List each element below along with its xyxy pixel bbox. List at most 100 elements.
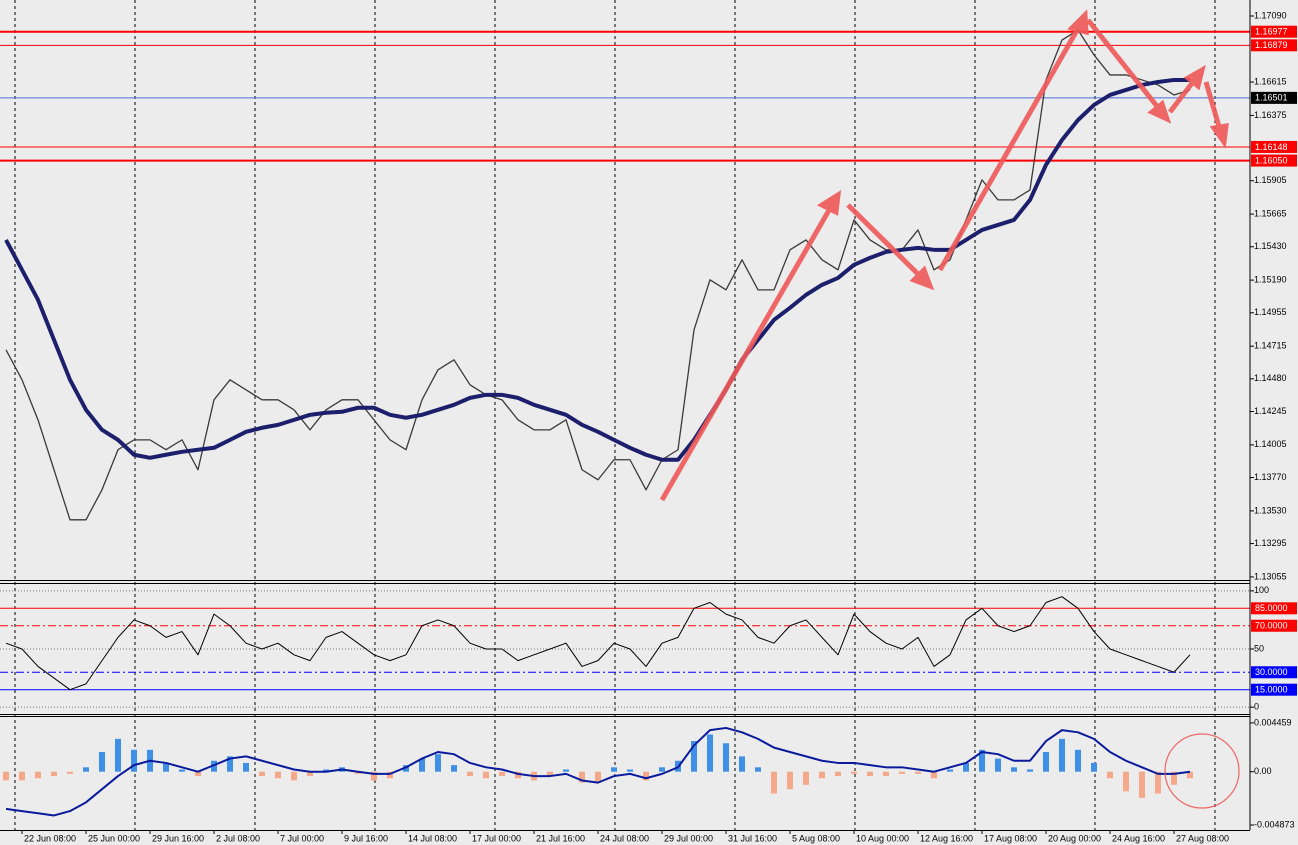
histogram-bar bbox=[51, 771, 57, 777]
histogram-bar bbox=[627, 769, 633, 772]
histogram-bar bbox=[211, 760, 217, 772]
y-tick-label: -0.004873 bbox=[1254, 819, 1295, 829]
histogram-bar bbox=[931, 771, 937, 779]
line-series bbox=[5, 29, 1191, 521]
histogram-bar bbox=[819, 771, 825, 779]
y-tick-label: 1.17090 bbox=[1254, 10, 1287, 20]
histogram-bar bbox=[723, 743, 729, 772]
y-tick-label: 1.15430 bbox=[1254, 241, 1287, 251]
x-tick-label: 27 Aug 08:00 bbox=[1176, 833, 1229, 843]
y-tick-label: 1.13770 bbox=[1254, 472, 1287, 482]
y-tick-label: 1.13295 bbox=[1254, 538, 1287, 548]
histogram-bar bbox=[355, 771, 361, 774]
time-grid bbox=[14, 0, 1216, 830]
level-label: 1.16879 bbox=[1255, 40, 1288, 50]
arrow-head bbox=[1209, 122, 1229, 149]
histogram-bar bbox=[1155, 771, 1161, 794]
histogram-bar bbox=[803, 771, 809, 785]
level-label-bg bbox=[1251, 619, 1297, 632]
histogram-bar bbox=[1187, 771, 1193, 779]
y-tick-label: 0.004459 bbox=[1254, 717, 1292, 727]
x-tick-label: 22 Jun 08:00 bbox=[24, 833, 76, 843]
arrow-head bbox=[1183, 64, 1206, 91]
arrow-head bbox=[816, 190, 842, 216]
histogram-bar bbox=[867, 771, 873, 777]
level-label-bg bbox=[1251, 666, 1297, 679]
x-tick-label: 29 Jun 16:00 bbox=[152, 833, 204, 843]
x-tick-label: 7 Jul 00:00 bbox=[280, 833, 324, 843]
histogram-bar bbox=[547, 771, 553, 777]
x-tick-label: 24 Aug 16:00 bbox=[1112, 833, 1165, 843]
histogram-bar bbox=[323, 769, 329, 772]
histogram-bar bbox=[707, 734, 713, 772]
histogram-bar bbox=[275, 771, 281, 779]
y-tick-label: 1.14955 bbox=[1254, 307, 1287, 317]
histogram-bar bbox=[579, 771, 585, 783]
histogram-bar bbox=[435, 754, 441, 772]
highlight-circle bbox=[1164, 733, 1240, 809]
line-series bbox=[5, 726, 1191, 817]
histogram-bar bbox=[643, 771, 649, 781]
level-label-bg bbox=[1251, 602, 1297, 615]
histogram-bar bbox=[899, 771, 905, 774]
arrow-head bbox=[909, 265, 935, 291]
annotations bbox=[659, 9, 1240, 809]
line-series bbox=[4, 77, 1190, 462]
histogram-bar bbox=[67, 771, 73, 774]
line-series bbox=[5, 596, 1191, 691]
x-tick-label: 5 Aug 08:00 bbox=[792, 833, 840, 843]
level-label: 70.0000 bbox=[1255, 621, 1288, 631]
level-label: 1.16148 bbox=[1255, 142, 1288, 152]
arrow bbox=[937, 23, 1083, 272]
histogram-bar bbox=[515, 771, 521, 779]
level-label: 1.16050 bbox=[1255, 155, 1288, 165]
histogram-bar bbox=[595, 771, 601, 783]
histogram-bar bbox=[371, 771, 377, 781]
y-tick-label: 1.16615 bbox=[1254, 76, 1287, 86]
y-tick-label: 1.15665 bbox=[1254, 208, 1287, 218]
x-tick-label: 24 Jul 08:00 bbox=[600, 833, 649, 843]
y-tick-label: 1.15905 bbox=[1254, 175, 1287, 185]
arrow bbox=[1086, 18, 1162, 112]
histogram-bar bbox=[451, 765, 457, 772]
y-tick-label: 100 bbox=[1254, 585, 1269, 595]
x-tick-label: 14 Jul 08:00 bbox=[408, 833, 457, 843]
histogram-bar bbox=[227, 756, 233, 772]
level-label-bg bbox=[1251, 683, 1297, 696]
histogram-bar bbox=[179, 769, 185, 772]
x-tick-label: 10 Aug 00:00 bbox=[856, 833, 909, 843]
histogram-bar bbox=[851, 771, 857, 774]
histogram-bar bbox=[1059, 738, 1065, 772]
y-tick-label: 1.14480 bbox=[1254, 373, 1287, 383]
arrow bbox=[1203, 81, 1223, 131]
histogram-bar bbox=[739, 756, 745, 772]
y-tick-label: 0 bbox=[1254, 702, 1259, 712]
histogram-bar bbox=[83, 767, 89, 772]
histogram-bar bbox=[1027, 769, 1033, 772]
histogram-bar bbox=[195, 771, 201, 777]
histogram-bar bbox=[1139, 771, 1145, 798]
frames bbox=[0, 0, 1251, 831]
histogram-bar bbox=[963, 762, 969, 772]
histogram-bar bbox=[979, 749, 985, 772]
histogram-bar bbox=[563, 769, 569, 772]
x-tick-label: 12 Aug 16:00 bbox=[920, 833, 973, 843]
arrow bbox=[846, 203, 924, 280]
level-label-bg bbox=[1251, 25, 1297, 38]
histogram-bar bbox=[115, 738, 121, 772]
histogram-bar bbox=[419, 758, 425, 772]
x-tick-label: 25 Jun 00:00 bbox=[88, 833, 140, 843]
y-tick-label: 1.13055 bbox=[1254, 571, 1287, 581]
level-label: 85.0000 bbox=[1255, 603, 1288, 613]
histogram-bar bbox=[947, 769, 953, 772]
level-label-bg bbox=[1251, 140, 1297, 153]
histogram-bar bbox=[755, 767, 761, 772]
histogram-bar bbox=[915, 771, 921, 774]
level-label-bg bbox=[1251, 39, 1297, 52]
histogram-bar bbox=[1107, 771, 1113, 779]
level-label: 15.0000 bbox=[1255, 685, 1288, 695]
x-tick-label: 29 Jul 00:00 bbox=[664, 833, 713, 843]
histogram-bar bbox=[259, 771, 265, 777]
x-tick-label: 17 Jul 00:00 bbox=[472, 833, 521, 843]
